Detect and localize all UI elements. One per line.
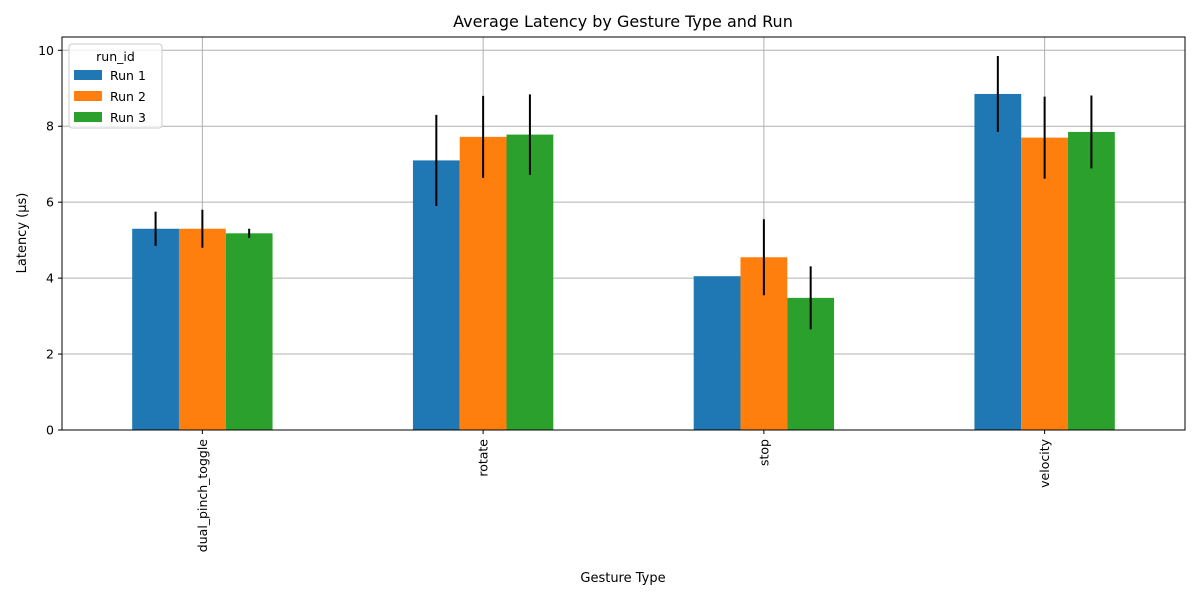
legend-entry: Run 3 — [110, 110, 146, 125]
x-tick-label: velocity — [1037, 438, 1052, 487]
bar-run-1 — [974, 93, 1022, 431]
x-tick-label: stop — [756, 439, 771, 466]
bar-run-2 — [1021, 137, 1069, 431]
error-bars-group — [154, 55, 1093, 330]
bar-run-1 — [132, 228, 179, 430]
bar-run-1 — [693, 276, 741, 430]
x-axis-label: Gesture Type — [580, 571, 665, 586]
legend-swatch — [74, 91, 102, 101]
axis-ticks: 0 2 4 6 8 10 dual_pinch_toggle rotate stop veloci… — [38, 43, 1052, 552]
legend-swatch — [74, 70, 102, 80]
y-axis-label: Latency (μs) — [15, 193, 30, 274]
y-tick-label: 8 — [46, 119, 54, 134]
y-tick-label: 2 — [46, 347, 54, 362]
x-tick-label: dual_pinch_toggle — [195, 439, 210, 553]
legend-title: run_id — [96, 49, 135, 64]
legend-entry: Run 1 — [110, 68, 146, 83]
bar-run-3 — [506, 134, 554, 430]
x-tick-label: rotate — [476, 439, 491, 477]
bar-run-3 — [1068, 131, 1115, 430]
chart-title: Average Latency by Gesture Type and Run — [453, 12, 793, 31]
legend: run_id Run 1 Run 2 Run 3 — [68, 43, 163, 129]
legend-box — [68, 43, 163, 129]
plot-frame — [61, 36, 1186, 431]
y-tick-label: 10 — [38, 43, 54, 58]
legend-swatch — [74, 112, 102, 122]
bar-run-2 — [459, 136, 507, 430]
bar-run-2 — [178, 228, 226, 430]
bar-run-3 — [225, 233, 273, 430]
bars-group — [132, 93, 1115, 431]
y-tick-label: 6 — [46, 195, 54, 210]
y-tick-label: 0 — [46, 423, 54, 438]
y-tick-label: 4 — [46, 271, 54, 286]
legend-entry: Run 2 — [110, 89, 146, 104]
